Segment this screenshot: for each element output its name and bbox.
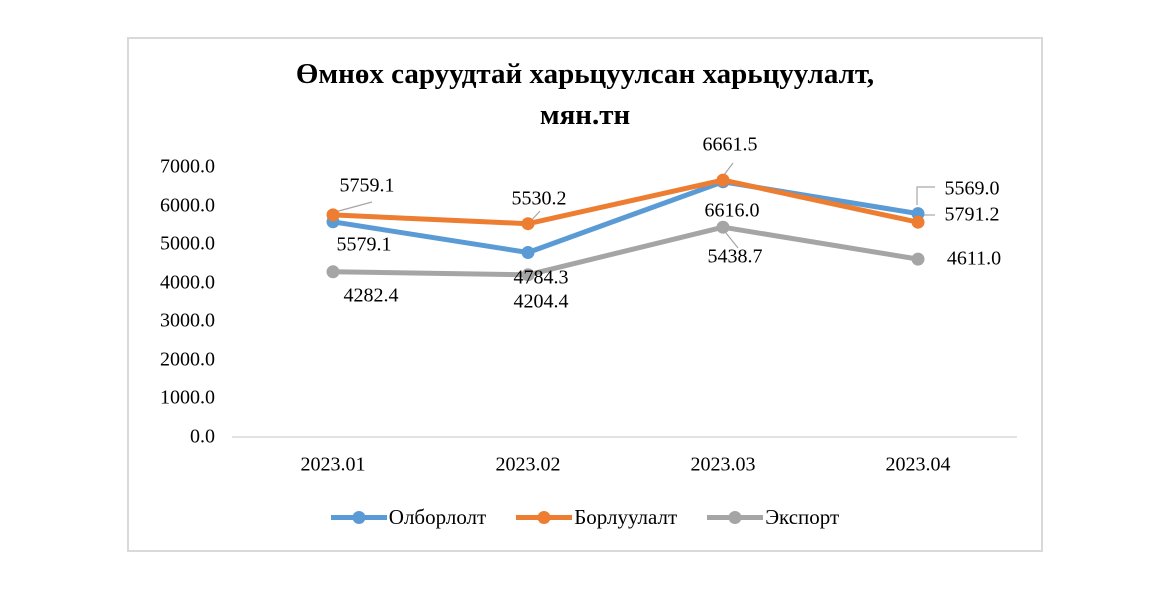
data-label: 5530.2 — [511, 187, 567, 210]
leader-line — [725, 232, 739, 249]
chart-canvas — [232, 162, 1017, 438]
x-tick-label: 2023.02 — [495, 453, 561, 476]
y-tick-label: 0.0 — [190, 425, 215, 447]
leader-line — [723, 162, 734, 176]
data-label: 5579.1 — [336, 233, 392, 256]
y-tick-label: 5000.0 — [160, 232, 215, 255]
leader-line — [334, 201, 373, 213]
leader-line — [916, 186, 935, 205]
legend-line-marker-icon — [516, 511, 573, 524]
series-lines — [326, 173, 925, 282]
chart-title-line1: Өмнөх саруудтай харьцуулсан харьцуулалт, — [295, 58, 875, 90]
data-label: 4282.4 — [343, 284, 399, 307]
y-tick-label: 1000.0 — [160, 386, 215, 409]
data-label: 4611.0 — [946, 247, 1002, 270]
data-label: 4784.3 — [513, 266, 569, 289]
data-label: 5759.1 — [339, 174, 395, 197]
legend-line-marker-icon — [330, 511, 387, 524]
x-tick-label: 2023.03 — [690, 453, 756, 476]
data-label: 6661.5 — [702, 133, 758, 156]
data-label: 6616.0 — [704, 199, 760, 222]
legend-label: Экспорт — [765, 505, 840, 529]
legend-line-marker-icon — [707, 511, 764, 524]
y-tick-label: 3000.0 — [160, 309, 215, 332]
data-label: 5569.0 — [944, 177, 1000, 200]
y-tick-label: 4000.0 — [160, 271, 215, 293]
y-tick-label: 6000.0 — [160, 194, 215, 216]
x-tick-label: 2023.01 — [300, 453, 366, 476]
data-label: 5438.7 — [707, 245, 763, 268]
plot-area: 7000.0 6000.0 5000.0 4000.0 3000.0 2000.… — [129, 39, 1041, 550]
legend-label: Олборлолт — [388, 505, 487, 529]
legend-item-olborlolt: Олборлолт — [330, 505, 487, 530]
data-label: 4204.4 — [513, 290, 569, 313]
chart-legend: Олборлолт Борлуулалт Экспорт — [129, 505, 1041, 530]
y-tick-label: 2000.0 — [160, 348, 215, 370]
chart-title-line2: мян.тн — [539, 99, 631, 131]
legend-item-eksport: Экспорт — [707, 505, 839, 530]
chart-frame: Өмнөх саруудтай харьцуулсан харьцуулалт,… — [127, 37, 1043, 552]
x-tick-label: 2023.04 — [885, 453, 951, 476]
data-label-leader-lines — [334, 162, 935, 249]
y-tick-label: 7000.0 — [160, 155, 215, 178]
chart-title: Өмнөх саруудтай харьцуулсан харьцуулалт,… — [129, 54, 1041, 136]
legend-label: Борлуулалт — [574, 505, 678, 529]
legend-item-borluulalt: Борлуулалт — [516, 505, 677, 530]
data-label: 5791.2 — [944, 203, 1000, 226]
